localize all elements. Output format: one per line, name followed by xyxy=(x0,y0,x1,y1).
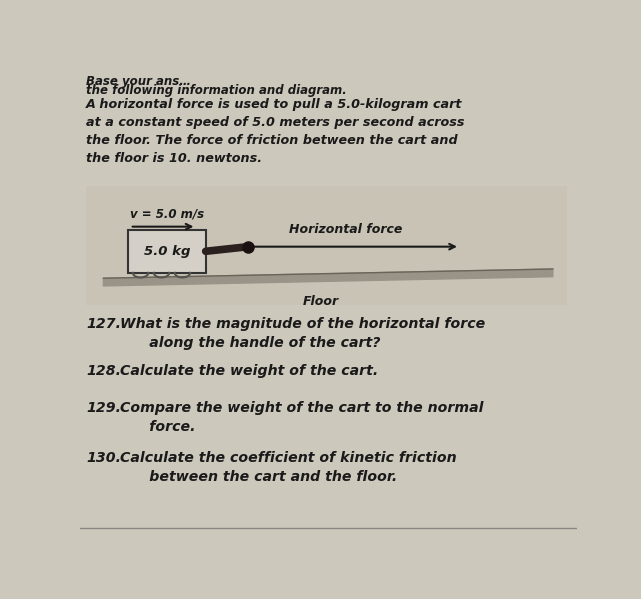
Polygon shape xyxy=(103,269,553,286)
Text: 128.: 128. xyxy=(87,364,121,379)
Text: the following information and diagram.: the following information and diagram. xyxy=(87,84,347,97)
Text: A horizontal force is used to pull a 5.0-kilogram cart
at a constant speed of 5.: A horizontal force is used to pull a 5.0… xyxy=(87,98,465,165)
Bar xyxy=(128,230,206,273)
Text: 5.0 kg: 5.0 kg xyxy=(144,245,190,258)
Text: 130.: 130. xyxy=(87,452,121,465)
Text: Floor: Floor xyxy=(303,295,338,308)
Text: 129.: 129. xyxy=(87,401,121,416)
Text: Compare the weight of the cart to the normal
      force.: Compare the weight of the cart to the no… xyxy=(121,401,484,434)
Text: Calculate the coefficient of kinetic friction
      between the cart and the flo: Calculate the coefficient of kinetic fri… xyxy=(121,452,457,485)
Text: Horizontal force: Horizontal force xyxy=(289,223,403,236)
Text: Calculate the weight of the cart.: Calculate the weight of the cart. xyxy=(121,364,379,379)
Text: 127.: 127. xyxy=(87,317,121,331)
Text: v = 5.0 m/s: v = 5.0 m/s xyxy=(129,207,204,220)
Bar xyxy=(87,186,567,305)
Text: What is the magnitude of the horizontal force
      along the handle of the cart: What is the magnitude of the horizontal … xyxy=(121,317,486,350)
Text: Base your ans…: Base your ans… xyxy=(87,75,191,88)
